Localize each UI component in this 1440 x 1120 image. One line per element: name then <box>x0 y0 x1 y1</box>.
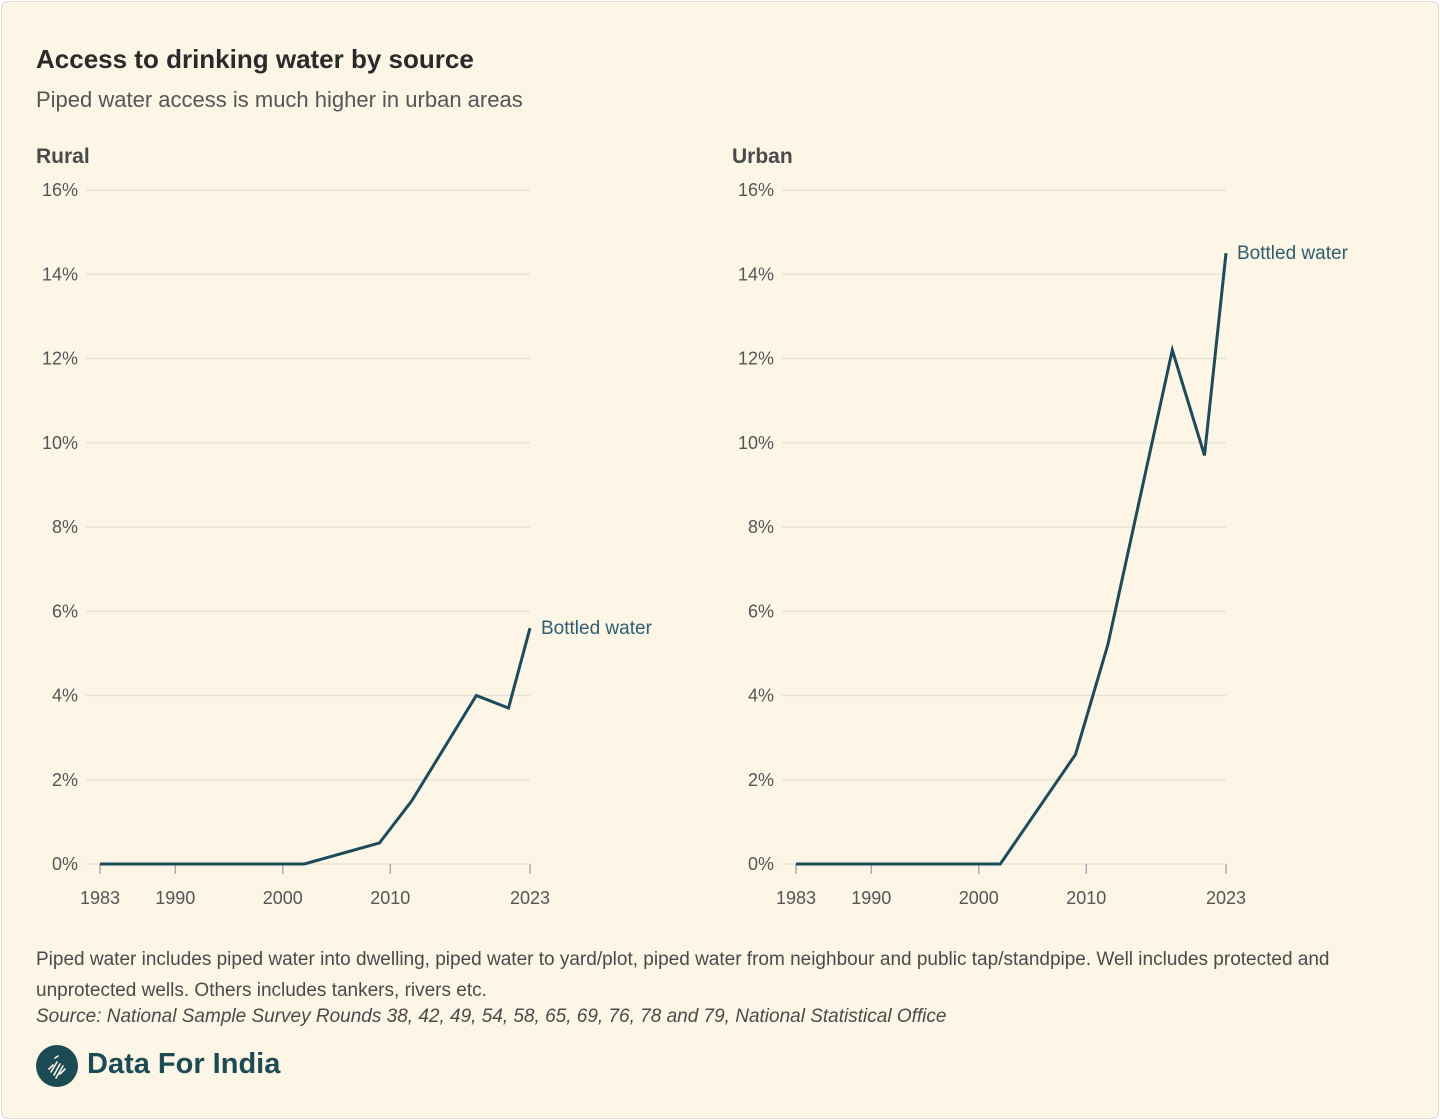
y-tick-label: 10% <box>738 433 774 453</box>
y-tick-label: 14% <box>42 264 78 284</box>
x-tick-label: 2023 <box>1206 888 1246 908</box>
y-tick-label: 4% <box>748 686 774 706</box>
x-tick-label: 1990 <box>155 888 195 908</box>
y-tick-label: 10% <box>42 433 78 453</box>
india-map-logo-icon <box>36 1045 78 1087</box>
rural-line-chart: 0% 2% 4% 6% 8% 10% 12% 14% 16% 1983 1990 2000 2010 20… <box>42 180 653 908</box>
y-tick-label: 6% <box>52 601 78 621</box>
series-line-bottled-water <box>100 627 532 866</box>
series-label: Bottled water <box>1237 243 1349 264</box>
brand-name: Data For India <box>87 1048 281 1080</box>
y-tick-label: 6% <box>748 601 774 621</box>
x-tick-label: 1983 <box>776 888 816 908</box>
urban-line-chart: 0% 2% 4% 6% 8% 10% 12% 14% 16% 1983 1990 2000 2010 20… <box>738 180 1349 908</box>
x-tick-label: 2000 <box>959 888 999 908</box>
chart-subtitle: Piped water access is much higher in urb… <box>36 87 523 112</box>
y-tick-label: 0% <box>748 854 774 874</box>
x-tick-label: 1990 <box>851 888 891 908</box>
series-line-bottled-water <box>796 253 1228 866</box>
x-tick-label: 2010 <box>370 888 410 908</box>
y-tick-label: 12% <box>42 349 78 369</box>
x-tick-label: 2023 <box>510 888 550 908</box>
footnote: Piped water includes piped water into dw… <box>36 949 1330 1001</box>
y-tick-label: 4% <box>52 686 78 706</box>
chart-title: Access to drinking water by source <box>36 44 474 74</box>
x-tick-label: 1983 <box>80 888 120 908</box>
y-tick-label: 2% <box>748 770 774 790</box>
y-tick-label: 16% <box>42 180 78 200</box>
source-note: Source: National Sample Survey Rounds 38… <box>36 1006 947 1027</box>
y-tick-label: 12% <box>738 349 774 369</box>
series-label: Bottled water <box>541 618 653 639</box>
y-tick-label: 16% <box>738 180 774 200</box>
x-tick-label: 2010 <box>1066 888 1106 908</box>
y-tick-label: 2% <box>52 770 78 790</box>
y-tick-label: 14% <box>738 264 774 284</box>
panel-title-urban: Urban <box>732 145 793 168</box>
x-tick-label: 2000 <box>263 888 303 908</box>
panel-title-rural: Rural <box>36 145 90 168</box>
y-tick-label: 8% <box>748 517 774 537</box>
y-tick-label: 8% <box>52 517 78 537</box>
y-tick-label: 0% <box>52 854 78 874</box>
